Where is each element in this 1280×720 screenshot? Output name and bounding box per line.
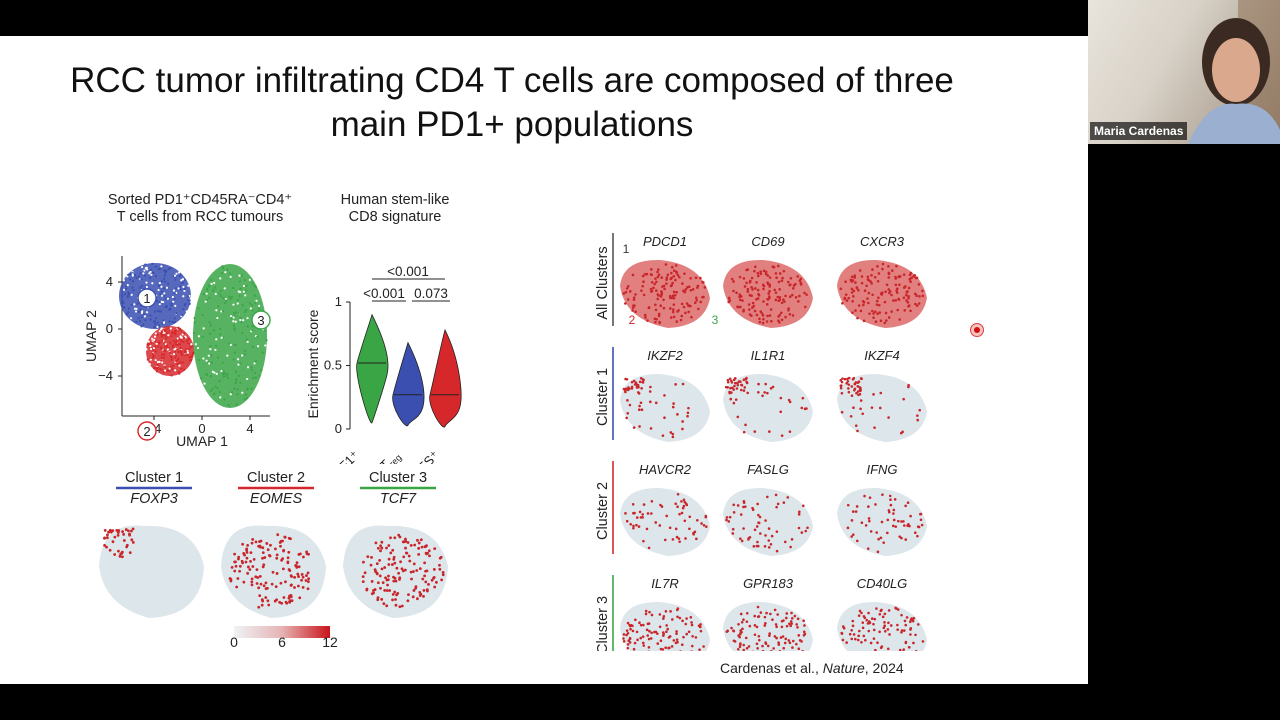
- violin-heading-line1: Human stem-like: [340, 192, 450, 208]
- grid-feature-plot: [837, 373, 927, 442]
- violin-category-label: TCF1⁺: [324, 448, 362, 464]
- umap-x-tick: 4: [246, 421, 253, 436]
- participant-video[interactable]: [1088, 0, 1280, 144]
- grid-feature-plot: [837, 601, 927, 651]
- colorbar: [234, 626, 330, 638]
- grid-gene-name: HAVCR2: [639, 462, 692, 477]
- presentation-slide: RCC tumor infiltrating CD4 T cells are c…: [0, 36, 1088, 684]
- grid-cluster-number: 3: [712, 313, 719, 327]
- participant-name-label: Maria Cardenas: [1090, 122, 1188, 140]
- umap-cluster-label-circle: [137, 421, 157, 441]
- grid-feature-plot: [620, 259, 710, 328]
- violin-3: [429, 328, 462, 428]
- participant-silhouette: [1188, 0, 1280, 144]
- violin-y-label: Enrichment score: [305, 309, 321, 418]
- bottom-cluster-name: Cluster 3: [369, 470, 427, 486]
- grid-gene-name: IL7R: [651, 576, 678, 591]
- grid-gene-name: IFNG: [866, 462, 897, 477]
- bottom-feature-plot-3: [343, 525, 448, 618]
- bottom-gene-name: EOMES: [250, 491, 303, 507]
- grid-feature-plot: [620, 487, 710, 556]
- grid-feature-plot: [723, 373, 813, 442]
- grid-gene-name: IKZF4: [864, 348, 899, 363]
- umap-cluster-label-circle: [251, 310, 271, 330]
- grid-gene-name: FASLG: [747, 462, 789, 477]
- pvalue-right: 0.073: [414, 286, 448, 301]
- citation: Cardenas et al., Nature, 2024: [720, 660, 904, 676]
- grid-feature-plot: [837, 259, 927, 328]
- violin-2: [392, 341, 425, 427]
- grid-gene-name: IL1R1: [751, 348, 786, 363]
- umap-cluster-label: 2: [143, 424, 150, 439]
- bottom-cluster-name: Cluster 2: [247, 470, 305, 486]
- grid-row-label: Cluster 1: [595, 368, 611, 426]
- grid-gene-name: IKZF2: [647, 348, 683, 363]
- umap-heading-line2: T cells from RCC tumours: [116, 209, 284, 225]
- umap-x-label: UMAP 1: [176, 433, 228, 449]
- pvalue-left: <0.001: [363, 286, 405, 301]
- umap-cluster-label: 3: [257, 313, 264, 328]
- grid-gene-name: PDCD1: [643, 234, 687, 249]
- slide-title-line2: main PD1+ populations: [330, 105, 694, 144]
- grid-gene-name: CD40LG: [857, 576, 908, 591]
- pvalue-top: <0.001: [387, 264, 429, 279]
- grid-feature-plot: [723, 601, 813, 651]
- violin-y-tick: 0.5: [324, 358, 342, 373]
- colorbar-tick: 0: [230, 634, 238, 650]
- grid-feature-plot: [723, 487, 813, 556]
- grid-feature-plot: [837, 487, 927, 556]
- umap-y-tick: −4: [98, 368, 113, 383]
- colorbar-tick: 12: [322, 634, 338, 650]
- grid-row-label: All Clusters: [595, 246, 611, 319]
- violin-y-tick: 1: [335, 294, 342, 309]
- grid-gene-name: CXCR3: [860, 234, 905, 249]
- slide-title-line1: RCC tumor infiltrating CD4 T cells are c…: [70, 61, 954, 100]
- grid-cluster-number: 2: [629, 313, 636, 327]
- umap-heading-line1: Sorted PD1⁺CD45RA⁻CD4⁺: [107, 192, 293, 208]
- umap-x-tick: 0: [198, 421, 205, 436]
- bottom-feature-plot-1: [99, 525, 204, 618]
- violin-category-label: Treg: [377, 448, 404, 464]
- marker-gene-grid: All Clusters PDCD1 CD69 CXCR3 1 2 3 Cluster 1 IK…: [595, 233, 927, 651]
- umap-cluster-label: 1: [143, 291, 150, 306]
- umap-y-label: UMAP 2: [83, 310, 99, 362]
- grid-cluster-number: 1: [623, 242, 630, 256]
- umap-cluster-2-points: [145, 326, 195, 377]
- cluster-marker-plots: Cluster 1 FOXP3 Cluster 2 EOMES Cluster 3 TCF…: [99, 470, 448, 650]
- bottom-feature-plot-2: [221, 525, 326, 618]
- grid-feature-plot: [620, 373, 710, 442]
- bottom-gene-name: TCF7: [380, 491, 417, 507]
- grid-feature-plot: [620, 601, 710, 651]
- violin-1: [356, 313, 389, 424]
- violin-heading-line2: CD8 signature: [348, 209, 442, 225]
- umap-y-tick: 4: [106, 274, 113, 289]
- bottom-cluster-name: Cluster 1: [125, 470, 183, 486]
- grid-gene-name: CD69: [751, 234, 784, 249]
- record-indicator-icon: [970, 323, 984, 337]
- violin-y-tick: 0: [335, 421, 342, 436]
- umap-cluster-3-points: [192, 264, 268, 408]
- umap-cluster-label-circle: [137, 288, 157, 308]
- colorbar-tick: 6: [278, 634, 286, 650]
- grid-feature-plot: [723, 259, 813, 328]
- grid-row-label: Cluster 3: [595, 596, 611, 651]
- grid-row-label: Cluster 2: [595, 482, 611, 540]
- umap-y-tick: 0: [106, 321, 113, 336]
- violin-plot: 1 0.5 0 Enrichment score <0.001 <0.001 0.073 TC…: [305, 264, 462, 464]
- grid-gene-name: GPR183: [743, 576, 794, 591]
- bottom-gene-name: FOXP3: [130, 491, 178, 507]
